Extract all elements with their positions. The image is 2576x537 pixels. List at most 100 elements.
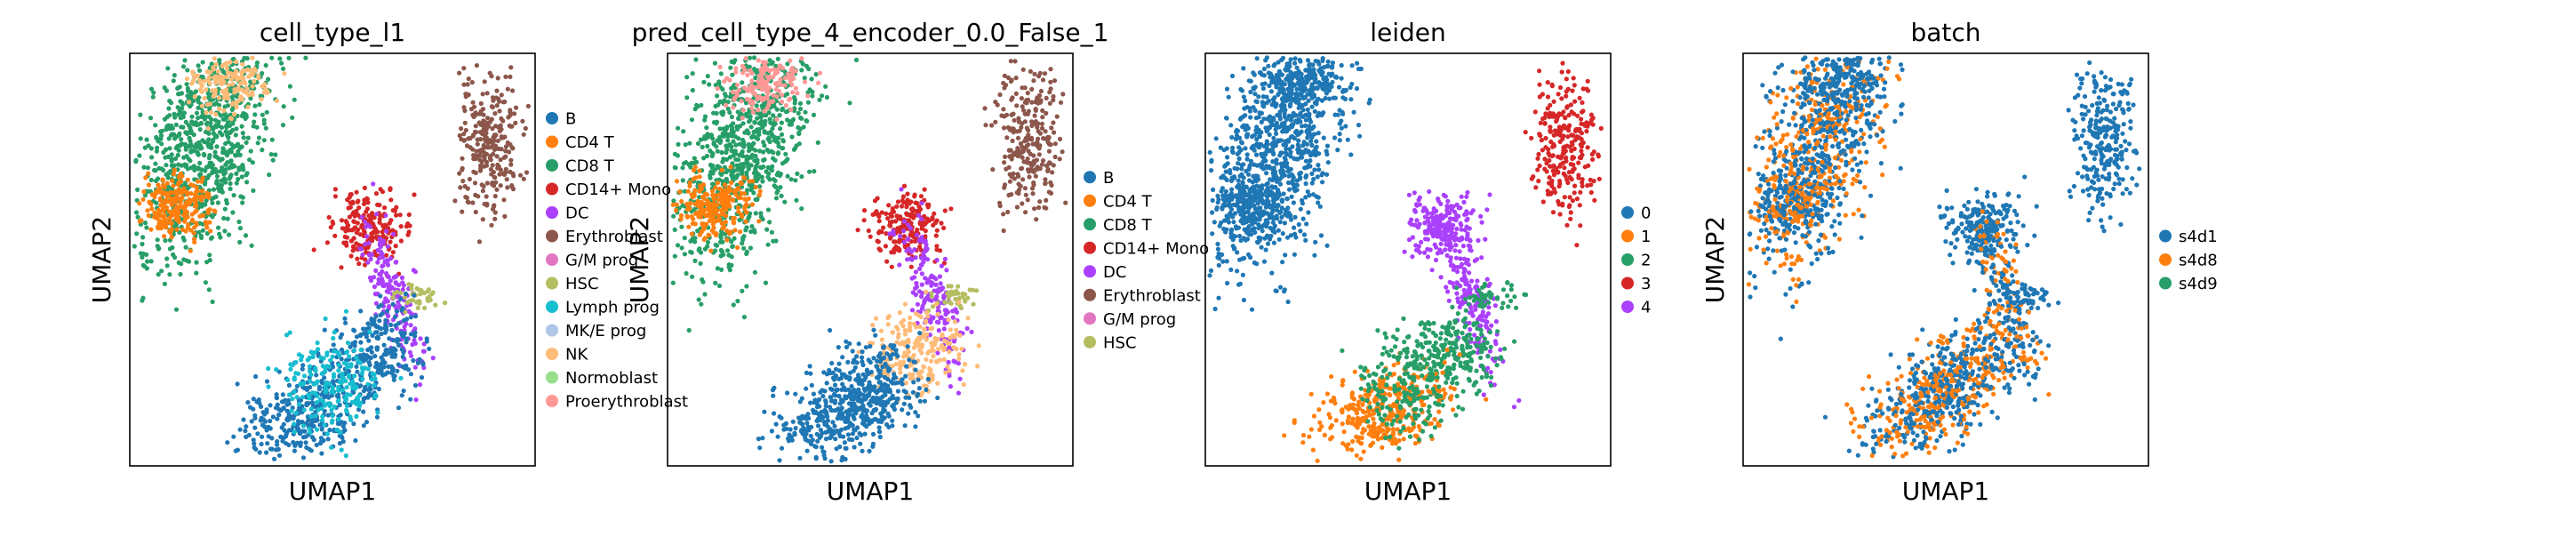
scatter-point [775,140,781,146]
scatter-point [894,204,900,209]
scatter-point [510,146,516,151]
scatter-point [1024,160,1029,165]
scatter-point [494,154,500,159]
scatter-point [916,238,922,244]
scatter-point [408,332,413,337]
legend-label: CD4 T [565,133,615,152]
scatter-point [361,423,366,429]
scatter-point [1060,149,1065,155]
scatter-point [799,396,804,401]
scatter-point [165,154,171,159]
scatter-point [329,445,334,450]
scatter-point [744,284,749,289]
scatter-point [338,429,343,436]
legend-label: Normoblast [565,369,658,388]
scatter-point [489,222,494,228]
scatter-point [728,65,733,70]
scatter-point [679,198,684,204]
scatter-point [379,302,384,308]
scatter-point [287,84,292,89]
scatter-point [707,82,712,87]
scatter-point [183,130,188,135]
scatter-point [712,193,717,198]
scatter-point [1004,83,1009,88]
scatter-point [240,131,245,136]
scatter-point [188,228,194,233]
scatter-point [192,122,197,127]
scatter-point [489,172,494,177]
scatter-point [170,125,175,131]
scatter-point [383,212,388,218]
scatter-point [390,301,396,307]
scatter-point [692,188,698,193]
scatter-point [219,77,224,83]
scatter-point [485,116,491,121]
scatter-point [908,315,913,320]
legend-marker [546,324,558,337]
scatter-point [388,186,393,191]
scatter-point [463,127,468,133]
scatter-point [762,122,768,127]
scatter-point [222,61,228,67]
scatter-point [317,422,323,428]
scatter-point [747,179,752,184]
scatter-point [377,318,382,324]
scatter-point [373,301,379,306]
scatter-point [902,350,908,356]
scatter-point [921,239,927,244]
scatter-point [225,440,230,445]
scatter-point [175,105,180,110]
scatter-point [145,165,150,171]
scatter-point [492,143,499,148]
scatter-point [791,76,796,82]
scatter-point [410,341,415,348]
scatter-point [213,112,219,117]
scatter-point [887,222,892,228]
scatter-point [319,427,324,432]
scatter-point [214,144,220,149]
scatter-point [1015,135,1021,140]
scatter-point [690,71,695,76]
scatter-point [458,185,463,190]
scatter-point [148,227,154,232]
scatter-point [295,419,301,424]
scatter-point [682,252,688,257]
scatter-point [1015,146,1020,151]
scatter-point [241,76,246,81]
scatter-point [344,385,349,390]
scatter-point [228,172,234,178]
scatter-point [256,135,262,140]
scatter-point [285,377,291,382]
scatter-point [171,252,176,257]
scatter-point [141,164,147,170]
scatter-point [732,220,737,226]
scatter-point [253,373,259,380]
scatter-point [196,122,201,127]
scatter-point [805,93,811,99]
scatter-point [1025,111,1030,116]
scatter-point [484,91,490,96]
scatter-point [768,120,773,125]
scatter-point [199,83,204,88]
scatter-point [398,296,404,301]
scatter-point [708,248,714,253]
scatter-point [1027,136,1032,141]
legend-marker [546,182,558,196]
scatter-point [375,260,380,265]
scatter-point [259,404,264,409]
scatter-point [715,266,721,271]
scatter-point [153,161,158,166]
scatter-point [785,156,790,162]
scatter-point [366,392,372,397]
scatter-point [372,322,378,327]
scatter-point [893,362,899,367]
scatter-point [759,75,764,81]
scatter-point [372,292,378,297]
legend-label: MK/E prog [565,322,646,341]
scatter-point [330,413,335,419]
scatter-point [169,220,174,227]
scatter-point [205,210,211,215]
scatter-point [719,150,724,156]
scatter-point [177,204,182,210]
scatter-point [392,314,397,320]
